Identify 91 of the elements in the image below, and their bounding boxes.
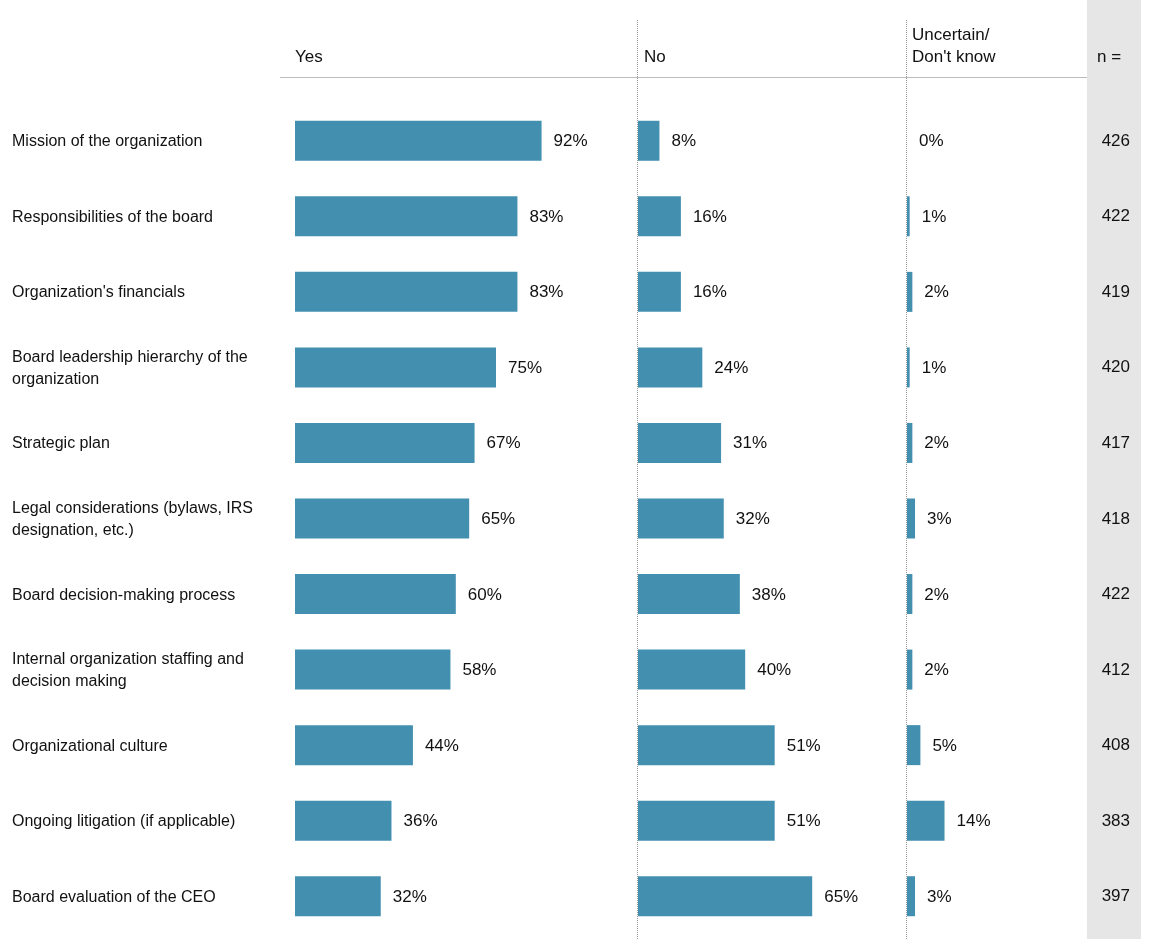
y-tick-label: Board leadership hierarchy of the organization — [12, 347, 253, 387]
bar — [907, 498, 916, 539]
y-tick-label: Board decision-making process — [12, 585, 236, 603]
data-label: 65% — [481, 509, 516, 528]
bar — [295, 498, 470, 539]
data-label: 36% — [403, 811, 438, 831]
data-label: 397 — [1101, 885, 1130, 908]
bar — [638, 271, 681, 312]
bar — [295, 271, 518, 312]
y-tick-label: Mission of the organization — [12, 132, 203, 150]
data-label: 31% — [733, 433, 768, 453]
data-label: 418 — [1101, 507, 1130, 530]
data-label: 1% — [921, 357, 947, 377]
data-label: 408 — [1101, 734, 1130, 757]
data-label: 412 — [1101, 658, 1130, 681]
bar — [907, 271, 913, 312]
bar — [295, 120, 542, 161]
data-label: 0% — [919, 131, 944, 151]
data-label: 14% — [956, 811, 991, 831]
bar — [638, 347, 703, 388]
data-label: 2% — [924, 660, 949, 680]
y-tick-label: Internal organization staffing and decision making — [12, 650, 249, 690]
data-label: 51% — [786, 811, 821, 831]
data-label: 383 — [1101, 809, 1130, 832]
data-label: 32% — [392, 886, 427, 906]
data-label: 83% — [529, 206, 564, 226]
data-label: 1% — [921, 206, 947, 226]
text: n = — [1097, 46, 1123, 68]
bar — [907, 876, 916, 917]
data-label: 420 — [1101, 356, 1130, 379]
y-tick-label: Legal considerations (bylaws, IRS designation, etc.) — [12, 499, 258, 538]
bar — [638, 120, 660, 161]
data-label: 422 — [1101, 583, 1130, 606]
bar — [295, 196, 518, 237]
data-label: 426 — [1101, 129, 1130, 152]
data-label: 16% — [692, 206, 727, 226]
data-label: 16% — [692, 282, 727, 302]
chart-title: No — [644, 46, 667, 68]
data-label: 2% — [924, 584, 949, 604]
data-label: 51% — [786, 735, 821, 755]
data-label: 5% — [932, 735, 957, 755]
bar — [638, 574, 740, 615]
bar — [295, 347, 496, 388]
bar — [907, 800, 945, 841]
y-tick-label: Board evaluation of the CEO — [12, 887, 216, 905]
bar — [295, 422, 475, 463]
bar — [638, 800, 775, 841]
bar — [295, 876, 381, 917]
bar — [907, 725, 921, 766]
data-label: 8% — [671, 131, 697, 151]
data-label: 83% — [529, 282, 564, 302]
data-label: 44% — [424, 735, 459, 755]
data-label: 417 — [1101, 431, 1130, 454]
bar — [907, 196, 910, 237]
data-label: 60% — [467, 584, 502, 604]
data-label: 32% — [735, 509, 770, 528]
bar — [907, 649, 913, 690]
bar — [907, 574, 913, 615]
bar — [638, 196, 681, 237]
data-label: 75% — [508, 357, 543, 377]
bar — [295, 574, 456, 615]
y-tick-label: Organization's financials — [12, 283, 185, 301]
y-tick-label: Responsibilities of the board — [12, 207, 214, 225]
chart-title: Uncertain/ Don't know — [912, 24, 997, 68]
data-label: 38% — [751, 584, 786, 604]
y-tick-label: Organizational culture — [12, 736, 168, 754]
data-label: 92% — [553, 131, 588, 151]
bar — [638, 725, 775, 766]
bar — [638, 498, 724, 539]
data-label: 40% — [757, 660, 792, 680]
data-label: 3% — [927, 509, 952, 528]
data-label: 2% — [924, 282, 949, 302]
data-label: 422 — [1101, 205, 1130, 228]
y-tick-label: Ongoing litigation (if applicable) — [12, 812, 236, 830]
data-label: 65% — [824, 886, 859, 906]
bar — [295, 800, 392, 841]
bar — [295, 725, 413, 766]
y-tick-label: Strategic plan — [12, 434, 110, 452]
bar — [295, 649, 451, 690]
bar — [638, 649, 746, 690]
data-label: 58% — [462, 660, 497, 680]
bar — [638, 876, 813, 917]
data-label: 3% — [927, 886, 952, 906]
data-label: 419 — [1101, 280, 1130, 303]
data-label: 67% — [486, 433, 521, 453]
bar — [907, 347, 910, 388]
data-label: 2% — [924, 433, 949, 453]
bar — [907, 422, 913, 463]
bar — [638, 422, 722, 463]
chart-title: Yes — [295, 46, 324, 68]
data-label: 24% — [714, 357, 749, 377]
